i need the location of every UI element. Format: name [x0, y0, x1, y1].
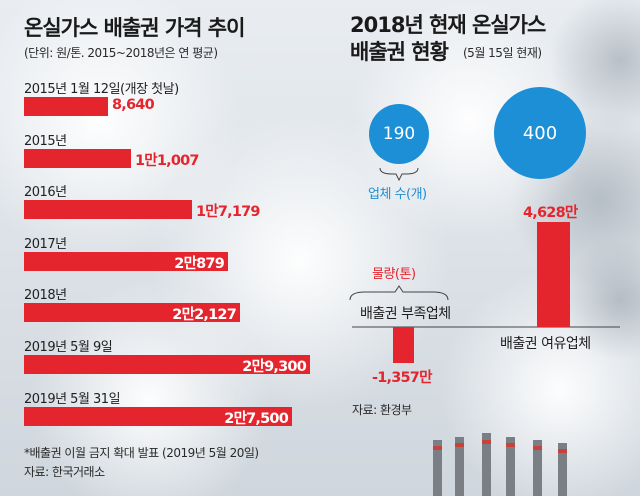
category-label: 2019년 5월 9일 — [24, 340, 113, 355]
price-value-label: 2만9,300 — [242, 359, 306, 375]
category-label: 2017년 — [24, 236, 67, 252]
left-chart-source: 자료: 한국거래소 — [24, 465, 105, 479]
company-count-label: 업체 수(개) — [368, 187, 427, 202]
price-bar — [24, 200, 192, 220]
shortage-category-label: 배출권 부족업체 — [360, 306, 451, 322]
shortage-volume-bar — [393, 327, 414, 363]
circle-shortage-companies: 190 — [369, 104, 429, 164]
price-bar — [24, 148, 131, 168]
circle-shortage-value: 190 — [382, 124, 416, 144]
company-count-brace — [379, 167, 419, 182]
category-label: 2019년 5월 31일 — [24, 391, 121, 407]
category-label: 2016년 — [24, 185, 67, 201]
category-label: 2018년 — [24, 288, 67, 304]
price-value-label: 1만1,007 — [135, 152, 199, 169]
price-bar — [24, 406, 292, 426]
price-value-label: 2만7,500 — [224, 410, 288, 427]
left-chart-footnote: *배출권 이월 금지 확대 발표 (2019년 5월 20일) — [24, 446, 259, 460]
surplus-volume-value: 4,628만 — [523, 205, 578, 221]
surplus-category-label: 배출권 여유업체 — [500, 336, 591, 352]
right-chart-title-text: 2018년 현재 온실가스 배출권 현황 — [350, 13, 546, 64]
left-chart-subtitle: (단위: 원/톤. 2015~2018년은 연 평균) — [24, 46, 218, 60]
volume-brace — [349, 285, 449, 301]
category-label: 2015년 — [24, 133, 67, 149]
price-value-label: 2만879 — [174, 255, 224, 272]
right-chart-title: 2018년 현재 온실가스 배출권 현황 — [350, 12, 560, 66]
left-chart-title: 온실가스 배출권 가격 추이 — [24, 16, 245, 40]
shortage-volume-value: -1,357만 — [372, 370, 432, 386]
surplus-volume-bar — [537, 222, 570, 327]
price-bar — [24, 97, 108, 116]
price-bar — [24, 251, 228, 271]
price-value-label: 8,640 — [112, 97, 155, 113]
price-value-label: 1만7,179 — [196, 204, 260, 221]
price-value-label: 2만2,127 — [172, 307, 236, 324]
price-bar — [24, 355, 310, 374]
right-chart-source: 자료: 환경부 — [352, 403, 412, 417]
right-chart-subtitle: (5월 15일 현재) — [463, 46, 542, 60]
price-bar — [24, 303, 240, 323]
volume-label: 물량(톤) — [372, 267, 416, 282]
circle-surplus-value: 400 — [522, 122, 558, 144]
category-label: 2015년 1월 12일(개장 첫날) — [24, 82, 179, 97]
circle-surplus-companies: 400 — [494, 87, 586, 179]
